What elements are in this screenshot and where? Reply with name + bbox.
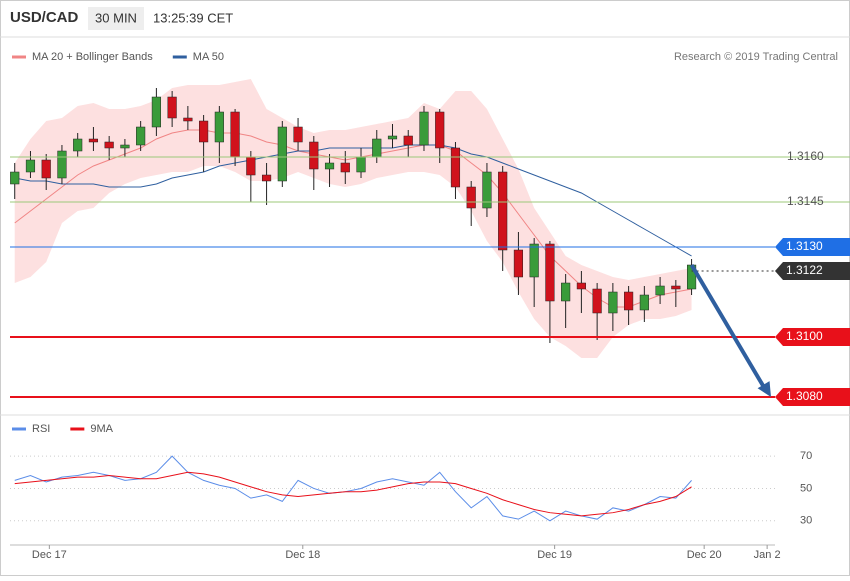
candle-body bbox=[608, 291, 618, 314]
level-label: 1.3160 bbox=[787, 149, 824, 163]
legend-label: MA 50 bbox=[193, 51, 224, 63]
candle-body bbox=[136, 126, 146, 146]
candle-body bbox=[230, 111, 240, 158]
candle-body bbox=[120, 144, 130, 149]
rsi-line bbox=[14, 471, 692, 517]
candle-body bbox=[545, 243, 555, 302]
level-label: 1.3100 bbox=[786, 329, 823, 343]
candle-body bbox=[624, 291, 634, 311]
timeframe: 30 MIN bbox=[95, 10, 137, 25]
candle-body bbox=[592, 288, 602, 314]
candle-body bbox=[655, 285, 665, 296]
level-tag bbox=[775, 328, 850, 346]
candle-body bbox=[387, 135, 398, 140]
candle-body bbox=[419, 111, 429, 146]
x-tick-label: Dec 17 bbox=[32, 549, 67, 561]
candle-body bbox=[57, 150, 67, 179]
bollinger-band bbox=[14, 79, 692, 358]
candle-body bbox=[561, 282, 571, 302]
candle-body bbox=[529, 243, 539, 278]
candle-body bbox=[356, 156, 366, 173]
candle-body bbox=[466, 186, 476, 209]
candle-body bbox=[73, 138, 83, 152]
candle-body bbox=[151, 96, 161, 128]
level-label: 1.3130 bbox=[786, 239, 823, 253]
level-tag bbox=[775, 388, 850, 406]
level-tag bbox=[775, 238, 850, 256]
candle-body bbox=[482, 171, 492, 209]
x-tick-label: Jan 2 bbox=[754, 549, 781, 561]
candle-body bbox=[293, 126, 303, 143]
legend-label: 9MA bbox=[90, 423, 113, 435]
candle-body bbox=[167, 96, 177, 119]
x-tick-label: Dec 19 bbox=[537, 549, 572, 561]
level-label: 1.3122 bbox=[786, 263, 823, 277]
candle-body bbox=[246, 156, 256, 176]
candle-body bbox=[261, 174, 272, 182]
candle-body bbox=[435, 111, 445, 149]
candle-body bbox=[10, 171, 20, 185]
candle-body bbox=[340, 162, 350, 173]
timeframe-box bbox=[88, 7, 144, 30]
level-label: 1.3080 bbox=[786, 389, 823, 403]
candle-body bbox=[576, 282, 586, 290]
x-tick-label: Dec 20 bbox=[687, 549, 722, 561]
candle-body bbox=[686, 264, 697, 290]
candle-body bbox=[199, 120, 209, 143]
credit: Research © 2019 Trading Central bbox=[674, 51, 838, 63]
rsi-tick-label: 30 bbox=[800, 515, 812, 527]
candle-body bbox=[403, 135, 413, 146]
rsi-tick-label: 50 bbox=[800, 482, 812, 494]
x-tick-label: Dec 18 bbox=[285, 549, 320, 561]
candle-body bbox=[324, 162, 335, 170]
candle-body bbox=[104, 141, 114, 149]
time: 13:25:39 CET bbox=[153, 10, 233, 25]
candle-body bbox=[513, 249, 524, 278]
legend-label: MA 20 + Bollinger Bands bbox=[32, 51, 153, 63]
level-tag bbox=[775, 262, 850, 280]
chart-title: USD/CAD bbox=[10, 9, 79, 26]
level-label: 1.3145 bbox=[787, 194, 824, 208]
candle-body bbox=[214, 111, 224, 143]
candle-body bbox=[450, 147, 461, 188]
candle-body bbox=[41, 159, 51, 179]
candle-body bbox=[498, 171, 508, 251]
legend-label: RSI bbox=[32, 423, 50, 435]
candle-body bbox=[639, 294, 649, 311]
candle-body bbox=[671, 285, 681, 290]
ma-line bbox=[14, 144, 692, 257]
candle-body bbox=[183, 117, 193, 122]
candle-body bbox=[372, 138, 382, 158]
rsi-line bbox=[14, 455, 692, 522]
candle-body bbox=[309, 141, 319, 170]
candle-body bbox=[88, 138, 99, 143]
forecast-arrow-head bbox=[757, 381, 771, 397]
forecast-arrow bbox=[689, 263, 767, 391]
rsi-tick-label: 70 bbox=[800, 450, 812, 462]
candle-body bbox=[277, 126, 287, 182]
candle-body bbox=[25, 159, 36, 173]
